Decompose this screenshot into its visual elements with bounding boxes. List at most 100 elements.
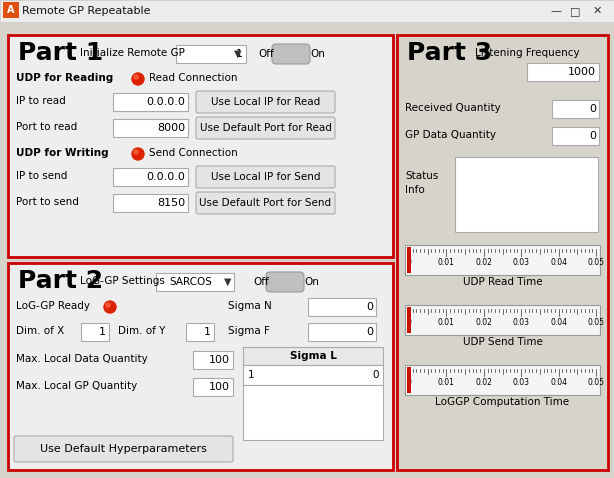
Text: UDP Read Time: UDP Read Time	[463, 277, 542, 287]
Bar	[405, 305, 600, 335]
Text: 0.03: 0.03	[513, 258, 530, 267]
Text: LoGGP Computation Time: LoGGP Computation Time	[435, 397, 570, 407]
Bar	[113, 168, 188, 186]
Text: 100: 100	[209, 355, 230, 365]
Bar	[308, 323, 376, 341]
Text: On: On	[310, 49, 325, 59]
Circle shape	[134, 75, 138, 79]
Text: 0.04: 0.04	[550, 378, 567, 387]
Text: On: On	[304, 277, 319, 287]
Text: 0.03: 0.03	[513, 318, 530, 327]
Text: Part 1: Part 1	[18, 41, 103, 65]
Bar	[405, 245, 600, 275]
Text: ▼: ▼	[224, 277, 231, 287]
Text: A: A	[7, 5, 15, 15]
FancyBboxPatch shape	[272, 44, 310, 64]
Bar	[193, 351, 233, 369]
Text: □: □	[570, 6, 580, 16]
Text: Use Default Port for Read: Use Default Port for Read	[200, 123, 332, 133]
Text: Port to read: Port to read	[16, 122, 77, 132]
Text: 1: 1	[236, 49, 243, 59]
Bar	[407, 307, 411, 333]
Text: UDP for Reading: UDP for Reading	[16, 73, 113, 83]
Bar	[552, 100, 599, 118]
Text: 0: 0	[406, 258, 411, 267]
Text: Part 2: Part 2	[18, 269, 103, 293]
Text: IP to read: IP to read	[16, 96, 66, 106]
Text: Status: Status	[405, 171, 438, 181]
Bar	[3, 2, 19, 18]
Bar	[156, 273, 234, 291]
Text: 0: 0	[366, 302, 373, 312]
FancyBboxPatch shape	[196, 192, 335, 214]
FancyBboxPatch shape	[14, 436, 233, 462]
Text: 0.01: 0.01	[438, 378, 455, 387]
Text: Port to send: Port to send	[16, 197, 79, 207]
Bar	[552, 127, 599, 145]
Text: 0.04: 0.04	[550, 258, 567, 267]
Text: Read Connection: Read Connection	[149, 73, 238, 83]
Circle shape	[104, 301, 116, 313]
Text: 100: 100	[209, 382, 230, 392]
Text: 0: 0	[366, 327, 373, 337]
Bar	[0, 22, 614, 34]
Bar	[8, 35, 393, 257]
Text: 0.0.0.0: 0.0.0.0	[146, 172, 185, 182]
Text: 8000: 8000	[157, 123, 185, 133]
Bar	[243, 385, 383, 440]
Text: ✕: ✕	[593, 6, 602, 16]
Circle shape	[132, 73, 144, 85]
Text: 0.03: 0.03	[513, 378, 530, 387]
Bar	[397, 35, 608, 470]
Bar	[243, 365, 383, 385]
Bar	[113, 194, 188, 212]
Text: Part 3: Part 3	[407, 41, 492, 65]
Text: —: —	[550, 6, 562, 16]
Text: 0.05: 0.05	[588, 378, 605, 387]
Bar	[527, 63, 599, 81]
Text: 8150: 8150	[157, 198, 185, 208]
Text: 0.01: 0.01	[438, 318, 455, 327]
Text: Max. Local Data Quantity: Max. Local Data Quantity	[16, 354, 148, 364]
Text: Send Connection: Send Connection	[149, 148, 238, 158]
Circle shape	[134, 150, 138, 154]
Text: Off: Off	[253, 277, 269, 287]
Circle shape	[132, 148, 144, 160]
Text: Sigma L: Sigma L	[290, 351, 336, 361]
Text: Off: Off	[258, 49, 274, 59]
Text: Sigma N: Sigma N	[228, 301, 272, 311]
Bar	[193, 378, 233, 396]
Text: Listening Frequency: Listening Frequency	[475, 48, 580, 58]
Text: Dim. of X: Dim. of X	[16, 326, 64, 336]
Text: ▼: ▼	[235, 49, 242, 59]
Text: Received Quantity: Received Quantity	[405, 103, 501, 113]
Text: Use Local IP for Read: Use Local IP for Read	[211, 97, 320, 107]
Text: UDP Send Time: UDP Send Time	[462, 337, 542, 347]
Text: Remote GP Repeatable: Remote GP Repeatable	[22, 6, 150, 16]
Text: 0: 0	[589, 131, 596, 141]
Text: 0.02: 0.02	[475, 378, 492, 387]
FancyBboxPatch shape	[196, 91, 335, 113]
Text: 0.02: 0.02	[475, 258, 492, 267]
Bar	[0, 0, 614, 22]
Text: 1000: 1000	[568, 67, 596, 77]
Text: 0.05: 0.05	[588, 318, 605, 327]
Text: 1: 1	[204, 327, 211, 337]
FancyBboxPatch shape	[196, 117, 335, 139]
Text: IP to send: IP to send	[16, 171, 68, 181]
Text: Use Local IP for Send: Use Local IP for Send	[211, 172, 321, 182]
Bar	[81, 323, 109, 341]
Bar	[407, 367, 411, 393]
Text: 1: 1	[248, 370, 255, 380]
Text: LoG-GP Settings: LoG-GP Settings	[80, 276, 165, 286]
Text: 0: 0	[406, 378, 411, 387]
FancyBboxPatch shape	[196, 166, 335, 188]
Bar	[455, 157, 598, 232]
Text: Info: Info	[405, 185, 425, 195]
Text: 0: 0	[589, 104, 596, 114]
Text: Use Default Hyperparameters: Use Default Hyperparameters	[40, 444, 207, 454]
Bar	[407, 247, 411, 273]
Bar	[176, 45, 246, 63]
Bar	[405, 365, 600, 395]
Text: Max. Local GP Quantity: Max. Local GP Quantity	[16, 381, 138, 391]
